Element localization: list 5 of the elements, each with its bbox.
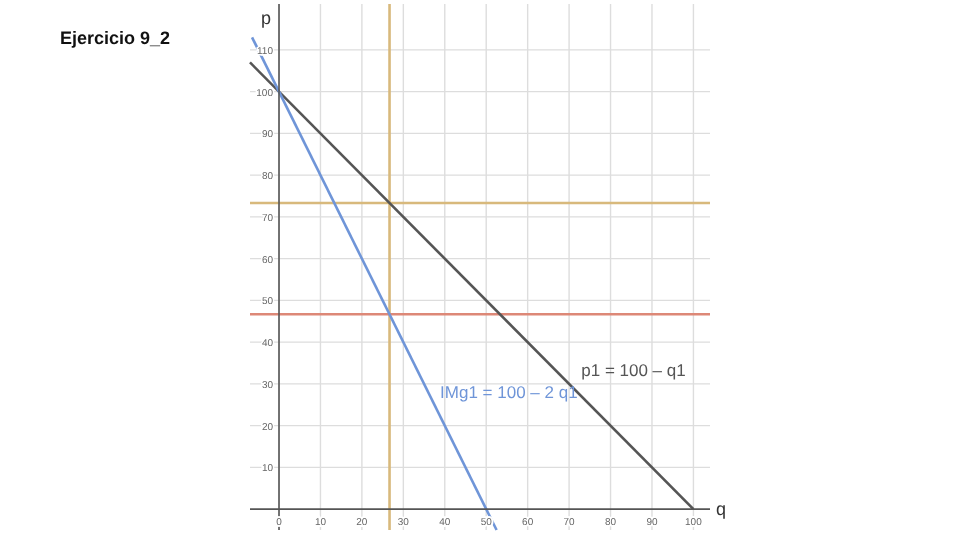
- text: Ejercicio 9_2: [60, 28, 171, 48]
- y-axis-title: p: [261, 8, 272, 28]
- series-label: p1 = 100 – q1: [581, 360, 687, 381]
- x-axis-title: q: [716, 499, 727, 520]
- series-label: IMg1 = 100 – 2 q1: [440, 382, 579, 403]
